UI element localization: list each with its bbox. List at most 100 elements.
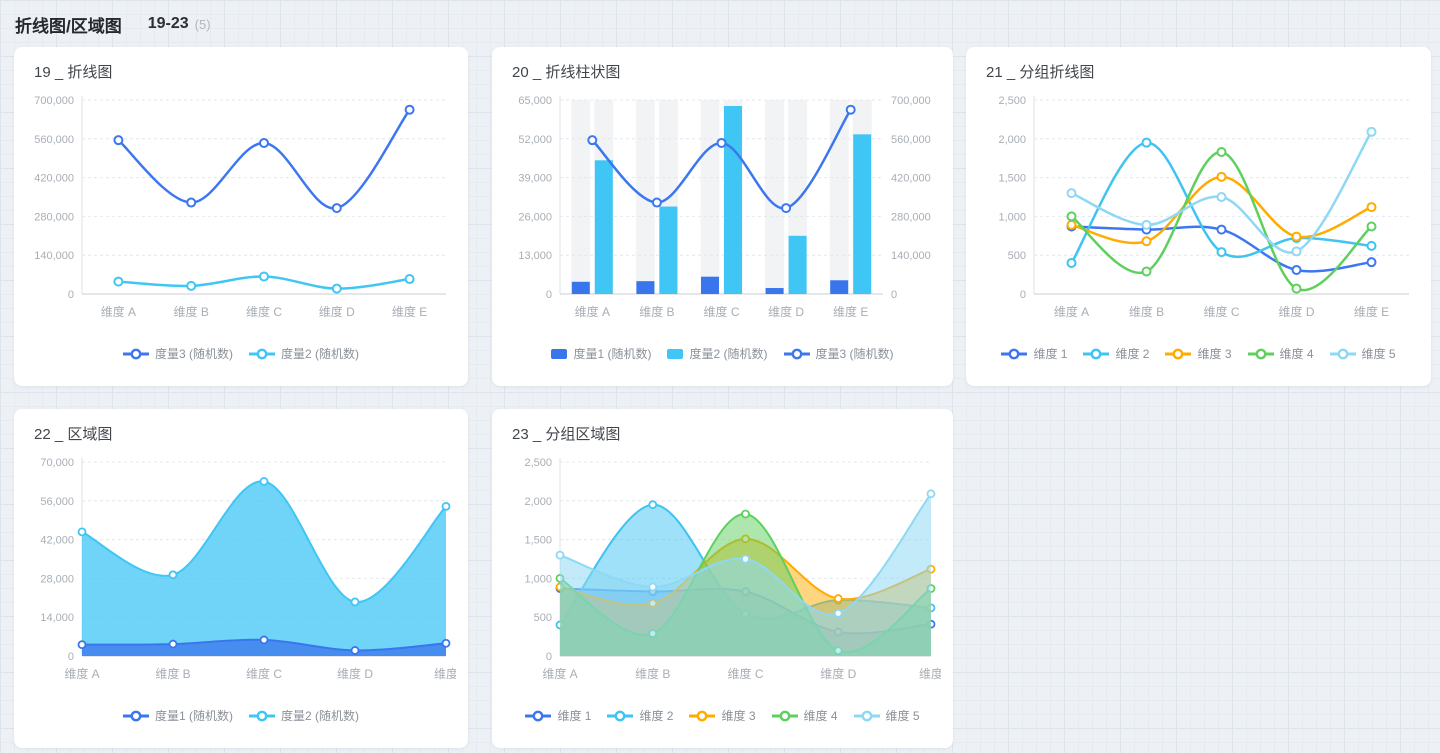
svg-text:420,000: 420,000: [34, 173, 74, 185]
chart-canvas-21[interactable]: 0 500 1,000 1,500 2,000 2,500 维度 A 维度 B 维度 C 维度 D…: [978, 90, 1419, 330]
legend-item-度量3 (随机数)[interactable]: 度量3 (随机数): [122, 345, 233, 362]
data-point: [1366, 221, 1377, 232]
data-point: [259, 137, 269, 148]
legend-label: 维度 5: [1361, 347, 1396, 361]
svg-text:0: 0: [1020, 289, 1026, 301]
line-marker-icon: [1329, 348, 1356, 359]
legend-label: 度量1 (随机数): [573, 347, 652, 361]
line-marker-icon: [122, 348, 149, 359]
chart-title-22: 22 _ 区域图: [34, 426, 113, 443]
legend-item-度量2 (随机数)[interactable]: 度量2 (随机数): [249, 345, 359, 362]
svg-text:维度 B: 维度 B: [155, 666, 190, 681]
svg-text:0: 0: [546, 289, 552, 301]
data-point: [1066, 211, 1077, 222]
legend-item-维度 3[interactable]: 维度 3: [1165, 345, 1232, 362]
svg-text:420,000: 420,000: [891, 173, 931, 185]
data-point: [1216, 146, 1227, 157]
data-point: [77, 527, 87, 537]
legend-item-维度 4[interactable]: 维度 4: [771, 707, 838, 724]
svg-text:1,000: 1,000: [998, 211, 1026, 223]
data-point: [441, 501, 451, 511]
chart-canvas-20[interactable]: 0 13,000 26,000 39,000 52,000 65,000 0 140,000 2…: [504, 90, 941, 330]
legend-label: 维度 1: [1033, 347, 1068, 361]
legend-label: 维度 4: [1279, 347, 1314, 361]
line-marker-icon: [1083, 348, 1110, 359]
chart-canvas-19[interactable]: 0 140,000 280,000 420,000 560,000 700,000 维度 A…: [26, 90, 456, 330]
svg-text:28,000: 28,000: [40, 573, 74, 585]
data-point: [331, 203, 342, 214]
line-marker-icon: [249, 710, 275, 721]
data-point: [113, 135, 124, 146]
legend-item-度量1 (随机数)[interactable]: 度量1 (随机数): [122, 707, 233, 724]
y-axis-labels: 0 500 1,000 1,500 2,000 2,500: [524, 457, 552, 663]
page-header: 折线图/区域图 19-23 (5): [15, 8, 211, 40]
x-axis-labels: 维度 A 维度 B 维度 C 维度 D 维度 E: [101, 304, 428, 319]
svg-text:500: 500: [1008, 250, 1026, 262]
chart-wrap-20: 0 13,000 26,000 39,000 52,000 65,000 0 140,000 2…: [504, 90, 941, 362]
legend-item-维度 3[interactable]: 维度 3: [689, 707, 756, 724]
legend-label: 度量2 (随机数): [281, 347, 360, 361]
legend-item-维度 2[interactable]: 维度 2: [1083, 345, 1149, 362]
legend-item-维度 5[interactable]: 维度 5: [853, 707, 920, 724]
bar-swatch-icon: [667, 348, 684, 359]
data-point: [113, 276, 124, 287]
series-维度 2: [1066, 137, 1377, 268]
svg-text:维度 D: 维度 D: [319, 304, 355, 319]
data-point: [259, 476, 269, 486]
chart-canvas-23[interactable]: 0 500 1,000 1,500 2,000 2,500 维度 A 维度 B 维度 C 维度 D…: [504, 452, 943, 692]
data-point: [168, 570, 178, 580]
svg-text:560,000: 560,000: [34, 134, 74, 146]
svg-text:0: 0: [68, 289, 74, 301]
data-point: [350, 646, 360, 655]
legend-label: 度量3 (随机数): [815, 347, 894, 361]
y-axis-labels: 0 13,000 26,000 39,000 52,000 65,000 0 140,000 2…: [518, 95, 930, 301]
svg-text:维度 A: 维度 A: [575, 304, 610, 319]
legend-label: 维度 2: [1115, 347, 1150, 361]
series-度量2 (随机数): [77, 476, 451, 656]
svg-text:维度 A: 维度 A: [1054, 304, 1089, 319]
gridlines: [82, 99, 446, 256]
svg-text:维度 D: 维度 D: [768, 304, 804, 319]
series-度量3 (随机数): [113, 104, 415, 214]
chart-card-22: 22 _ 区域图 0 14,000 28,000 42,000 56,000 70,000…: [14, 409, 468, 748]
data-point: [1216, 224, 1227, 235]
data-point: [833, 608, 843, 618]
svg-text:0: 0: [546, 651, 552, 663]
legend-item-维度 1[interactable]: 维度 1: [1001, 345, 1067, 362]
data-point: [651, 197, 662, 208]
svg-text:700,000: 700,000: [34, 95, 74, 107]
legend-item-度量1 (随机数)[interactable]: 度量1 (随机数): [551, 345, 651, 362]
y-axis-labels: 0 500 1,000 1,500 2,000 2,500: [998, 95, 1026, 301]
data-point: [926, 489, 936, 499]
y-axis-labels: 0 14,000 28,000 42,000 56,000 70,000: [40, 457, 74, 663]
data-point: [1366, 202, 1377, 213]
chart-title-21: 21 _ 分组折线图: [986, 64, 1095, 81]
legend-item-维度 1[interactable]: 维度 1: [525, 707, 591, 724]
line-marker-icon: [249, 348, 275, 359]
data-point: [259, 635, 269, 645]
legend-item-维度 2[interactable]: 维度 2: [607, 707, 673, 724]
chart-legend-20: 度量1 (随机数) 度量2 (随机数) 度量3 (随机数): [504, 345, 941, 362]
svg-text:维度 B: 维度 B: [639, 304, 674, 319]
legend-item-度量2 (随机数)[interactable]: 度量2 (随机数): [667, 345, 768, 362]
data-point: [441, 638, 451, 648]
svg-text:39,000: 39,000: [518, 173, 552, 185]
legend-item-度量3 (随机数)[interactable]: 度量3 (随机数): [783, 345, 894, 362]
legend-item-度量2 (随机数)[interactable]: 度量2 (随机数): [249, 707, 359, 724]
svg-text:13,000: 13,000: [518, 250, 552, 262]
data-point: [1216, 247, 1227, 258]
line-marker-icon: [525, 710, 552, 721]
x-axis-labels: 维度 A 维度 B 维度 C 维度 D 维度 E: [575, 304, 869, 319]
data-point: [168, 639, 178, 649]
legend-item-维度 5[interactable]: 维度 5: [1329, 345, 1396, 362]
svg-text:700,000: 700,000: [891, 95, 931, 107]
legend-item-维度 4[interactable]: 维度 4: [1247, 345, 1314, 362]
data-point: [1291, 283, 1302, 294]
data-point: [404, 274, 415, 285]
legend-label: 度量2 (随机数): [689, 347, 768, 361]
svg-text:0: 0: [891, 289, 897, 301]
data-point: [404, 104, 415, 115]
